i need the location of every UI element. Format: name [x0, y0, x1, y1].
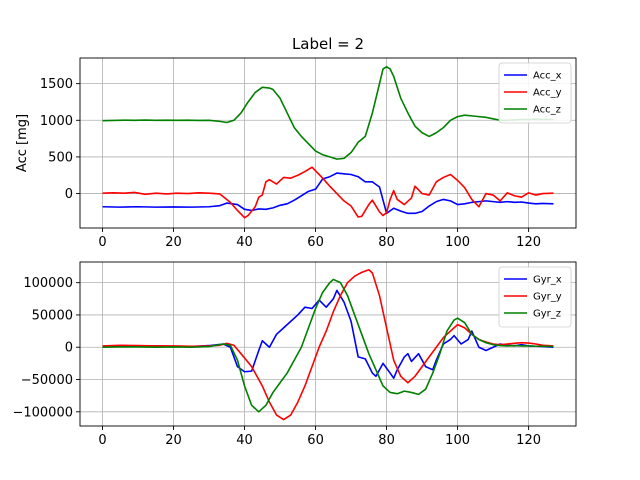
acc-legend-label: Acc_z	[533, 105, 561, 116]
gyr-y-tick-label: 50000	[32, 308, 73, 323]
acc-series-line-acc-z	[102, 65, 554, 160]
acc-y-tick-label: 500	[48, 150, 73, 165]
acc-y-tick-label: 1000	[40, 114, 73, 129]
acc-y-tick-label: 0	[65, 187, 73, 202]
gyr-x-tick-label: 20	[165, 433, 182, 448]
acc-legend-label: Acc_y	[533, 88, 562, 99]
gyr-x-tick-label: 0	[98, 433, 106, 448]
gyr-series-line-gyr-x	[102, 289, 554, 380]
gyr-x-tick-label: 40	[236, 433, 253, 448]
gyr-axes-frame	[79, 261, 577, 427]
gyr-y-tick-label: −50000	[21, 373, 73, 388]
gyr-y-tick-label: −100000	[12, 405, 73, 420]
gyr-x-tick-label: 120	[516, 433, 541, 448]
acc-x-tick-label: 120	[516, 235, 541, 250]
gyr-y-tick-label: 100000	[23, 276, 73, 291]
gyr-y-tick-label: 0	[65, 341, 73, 356]
acc-x-tick-label: 20	[165, 235, 182, 250]
acc-x-tick-label: 80	[378, 235, 395, 250]
acc-panel: 0 20 40 60 80 100 120 0 500 1000 1500 Acc [mg] Acc_x…	[15, 57, 577, 250]
acc-legend-box	[498, 62, 572, 124]
acc-series-line-acc-x	[102, 172, 554, 215]
gyr-legend-label: Gyr_z	[533, 309, 561, 320]
gyr-x-tick-label: 60	[307, 433, 324, 448]
acc-y-tick-label: 1500	[40, 77, 73, 92]
acc-y-axis-label: Acc [mg]	[15, 114, 30, 172]
acc-series-line-acc-y	[102, 166, 554, 219]
acc-x-tick-label: 60	[307, 235, 324, 250]
gyr-legend-label: Gyr_x	[533, 275, 562, 286]
acc-x-tick-label: 40	[236, 235, 253, 250]
figure-title: Label = 2	[292, 35, 364, 53]
acc-legend: Acc_x Acc_y Acc_z	[498, 62, 572, 124]
gyr-legend-box	[498, 266, 572, 328]
gyr-legend: Gyr_x Gyr_y Gyr_z	[498, 266, 572, 328]
acc-axes-frame	[79, 57, 577, 229]
gyr-x-tick-label: 100	[445, 433, 470, 448]
acc-x-tick-label: 100	[445, 235, 470, 250]
gyr-x-tick-label: 80	[378, 433, 395, 448]
acc-legend-label: Acc_x	[533, 71, 562, 82]
gyr-panel: 0 20 40 60 80 100 120 −100000 −50000 0 50000 100000…	[12, 261, 577, 448]
gyr-series-line-gyr-z	[102, 278, 554, 413]
acc-x-tick-label: 0	[98, 235, 106, 250]
gyr-legend-label: Gyr_y	[533, 292, 562, 303]
